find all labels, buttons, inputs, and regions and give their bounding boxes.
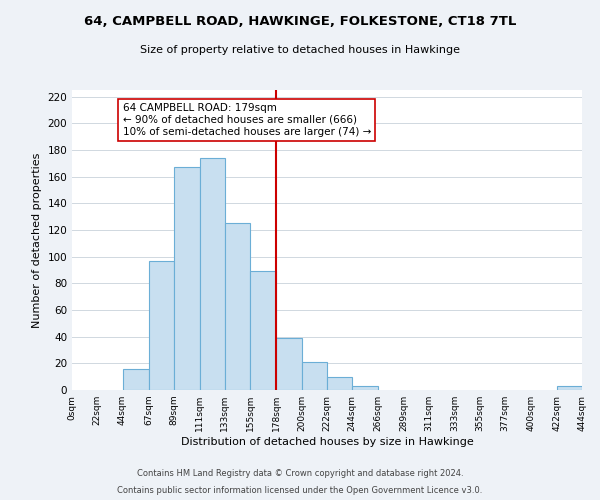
Text: Contains public sector information licensed under the Open Government Licence v3: Contains public sector information licen…: [118, 486, 482, 495]
Bar: [327, 376, 352, 390]
Text: Size of property relative to detached houses in Hawkinge: Size of property relative to detached ho…: [140, 45, 460, 55]
Bar: [250, 272, 277, 390]
Bar: [149, 260, 174, 390]
Text: Contains HM Land Registry data © Crown copyright and database right 2024.: Contains HM Land Registry data © Crown c…: [137, 468, 463, 477]
Bar: [557, 386, 582, 390]
Bar: [174, 168, 199, 390]
Bar: [352, 386, 377, 390]
Bar: [225, 224, 250, 390]
Bar: [277, 338, 302, 390]
Y-axis label: Number of detached properties: Number of detached properties: [32, 152, 42, 328]
X-axis label: Distribution of detached houses by size in Hawkinge: Distribution of detached houses by size …: [181, 437, 473, 447]
Bar: [302, 362, 327, 390]
Bar: [122, 368, 149, 390]
Bar: [199, 158, 225, 390]
Text: 64 CAMPBELL ROAD: 179sqm
← 90% of detached houses are smaller (666)
10% of semi-: 64 CAMPBELL ROAD: 179sqm ← 90% of detach…: [122, 104, 371, 136]
Text: 64, CAMPBELL ROAD, HAWKINGE, FOLKESTONE, CT18 7TL: 64, CAMPBELL ROAD, HAWKINGE, FOLKESTONE,…: [84, 15, 516, 28]
